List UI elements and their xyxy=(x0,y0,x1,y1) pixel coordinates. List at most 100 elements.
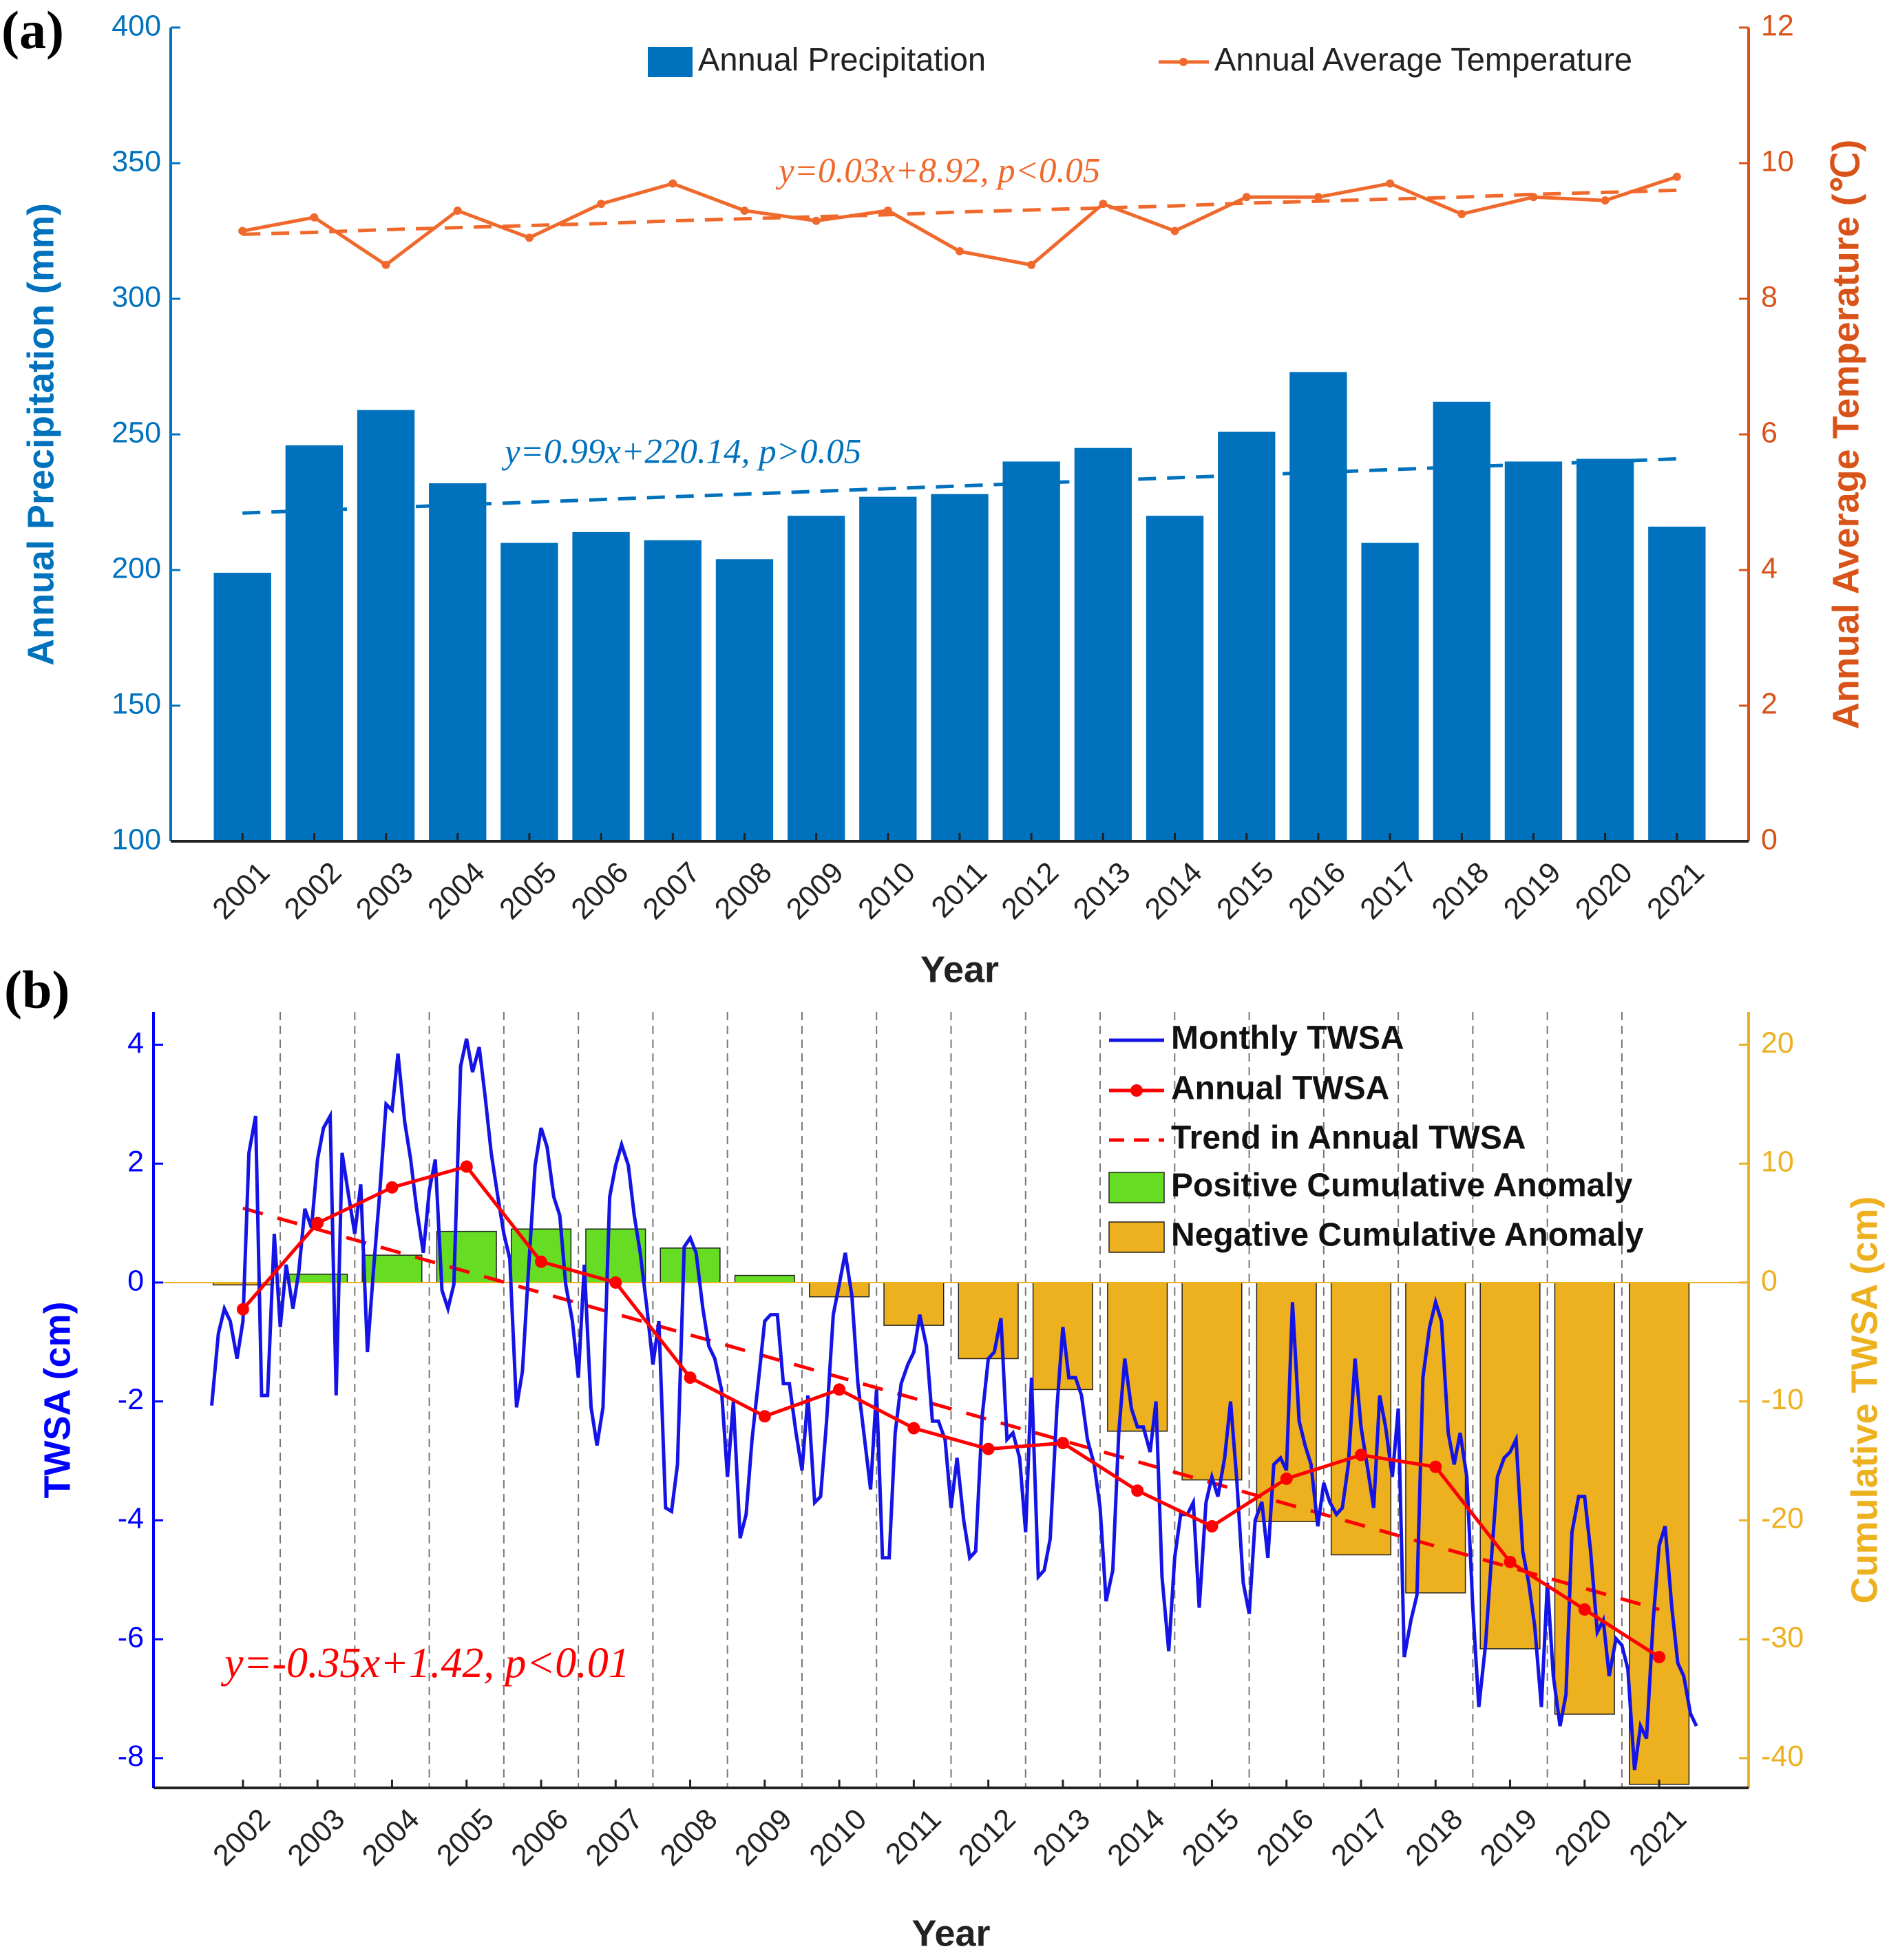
bar xyxy=(436,1230,497,1283)
bar xyxy=(1504,461,1563,841)
annotation: y=0.99x+220.14, p>0.05 xyxy=(501,433,861,472)
legend-point xyxy=(1179,58,1188,66)
bar xyxy=(787,516,845,841)
x-tick-label: 2006 xyxy=(565,856,635,926)
bar xyxy=(734,1274,795,1283)
x-tick-label: 2019 xyxy=(1474,1802,1544,1873)
bar xyxy=(500,542,558,841)
x-tick-label: 2004 xyxy=(421,856,492,926)
point xyxy=(982,1442,995,1455)
x-tick-label: 2017 xyxy=(1354,856,1424,926)
y2-tick-label: 0 xyxy=(1761,1264,1778,1297)
x-tick-label: 2004 xyxy=(356,1802,426,1873)
x-tick-label: 2018 xyxy=(1400,1802,1470,1873)
x-tick-label: 2001 xyxy=(207,856,277,926)
legend-label: Annual TWSA xyxy=(1171,1071,1389,1107)
x-tick-label: 2021 xyxy=(1623,1802,1694,1873)
point xyxy=(1131,1484,1144,1497)
bar xyxy=(1629,1282,1690,1785)
point xyxy=(1653,1651,1666,1664)
x-tick-label: 2007 xyxy=(580,1802,650,1873)
x-tick-label: 2013 xyxy=(1067,856,1137,926)
y-tick-label: 0 xyxy=(127,1264,144,1297)
bar xyxy=(357,410,415,841)
point xyxy=(1429,1460,1442,1473)
x-tick-label: 2016 xyxy=(1282,856,1352,926)
point xyxy=(668,179,677,188)
point xyxy=(535,1255,548,1268)
x-tick-label: 2015 xyxy=(1210,856,1280,926)
x-tick-label: 2003 xyxy=(282,1802,352,1873)
legend-label: Annual Average Temperature xyxy=(1214,41,1632,77)
point xyxy=(1205,1520,1219,1533)
point xyxy=(381,260,390,269)
x-tick-label: 2019 xyxy=(1497,856,1568,926)
bar xyxy=(715,559,774,841)
point xyxy=(236,1303,249,1316)
y2-tick-label: 0 xyxy=(1761,823,1778,856)
y-tick-label: 100 xyxy=(112,823,161,856)
x-tick-label: 2020 xyxy=(1569,856,1639,926)
point xyxy=(740,206,749,215)
point xyxy=(453,206,462,215)
point xyxy=(956,247,964,256)
y2-tick-label: -40 xyxy=(1761,1740,1804,1773)
point xyxy=(883,206,892,215)
x-tick-label: 2010 xyxy=(852,856,922,926)
trend-line xyxy=(242,457,1677,515)
bar xyxy=(1218,432,1276,841)
point xyxy=(812,216,821,225)
point xyxy=(1529,193,1538,202)
y2-tick-label: 20 xyxy=(1761,1026,1794,1060)
bar xyxy=(883,1282,945,1326)
point xyxy=(386,1181,399,1194)
bar xyxy=(1405,1282,1466,1594)
bar xyxy=(660,1247,721,1283)
y-tick-label: 4 xyxy=(127,1026,144,1060)
y2-tick-label: 6 xyxy=(1761,416,1778,449)
point xyxy=(1601,196,1610,205)
bar xyxy=(1074,447,1132,841)
point xyxy=(609,1276,622,1289)
line xyxy=(242,1164,1660,1659)
x-tick-label: 2008 xyxy=(708,856,779,926)
y-tick-label: -8 xyxy=(118,1740,144,1773)
point xyxy=(1672,172,1681,181)
point xyxy=(1504,1555,1517,1568)
x-tick-label: 2016 xyxy=(1250,1802,1320,1873)
bar xyxy=(585,1228,646,1283)
y2-axis-title: Cumulative TWSA (cm) xyxy=(1844,1196,1885,1603)
x-tick-label: 2017 xyxy=(1325,1802,1395,1873)
point xyxy=(1099,200,1108,209)
panel-label: (b) xyxy=(4,960,70,1020)
legend-label: Annual Precipitation xyxy=(698,41,986,77)
x-tick-label: 2002 xyxy=(278,856,348,926)
point xyxy=(1056,1437,1069,1450)
point xyxy=(310,213,319,222)
legend-label: Positive Cumulative Anomaly xyxy=(1171,1168,1633,1204)
x-tick-label: 2006 xyxy=(505,1802,576,1873)
y2-tick-label: 10 xyxy=(1761,1146,1794,1179)
x-tick-label: 2010 xyxy=(803,1802,874,1873)
y-tick-label: 2 xyxy=(127,1146,144,1179)
y-tick-label: 350 xyxy=(112,145,161,178)
bar xyxy=(1361,542,1419,841)
legend-label: Trend in Annual TWSA xyxy=(1171,1120,1526,1157)
legend-point xyxy=(1130,1084,1143,1097)
x-tick-label: 2012 xyxy=(952,1802,1022,1873)
y-tick-label: 400 xyxy=(112,9,161,42)
x-axis-title: Year xyxy=(920,949,999,990)
x-tick-label: 2005 xyxy=(493,856,563,926)
point xyxy=(460,1160,473,1173)
y-tick-label: 200 xyxy=(112,551,161,584)
bar xyxy=(931,494,989,841)
point xyxy=(525,233,534,242)
bar xyxy=(1181,1282,1243,1481)
y-tick-label: 250 xyxy=(112,416,161,449)
x-tick-label: 2008 xyxy=(654,1802,724,1873)
legend-swatch xyxy=(1108,1172,1165,1203)
y2-tick-label: 2 xyxy=(1761,687,1778,720)
bar xyxy=(1576,459,1634,841)
bar xyxy=(859,496,917,841)
point xyxy=(597,200,606,209)
